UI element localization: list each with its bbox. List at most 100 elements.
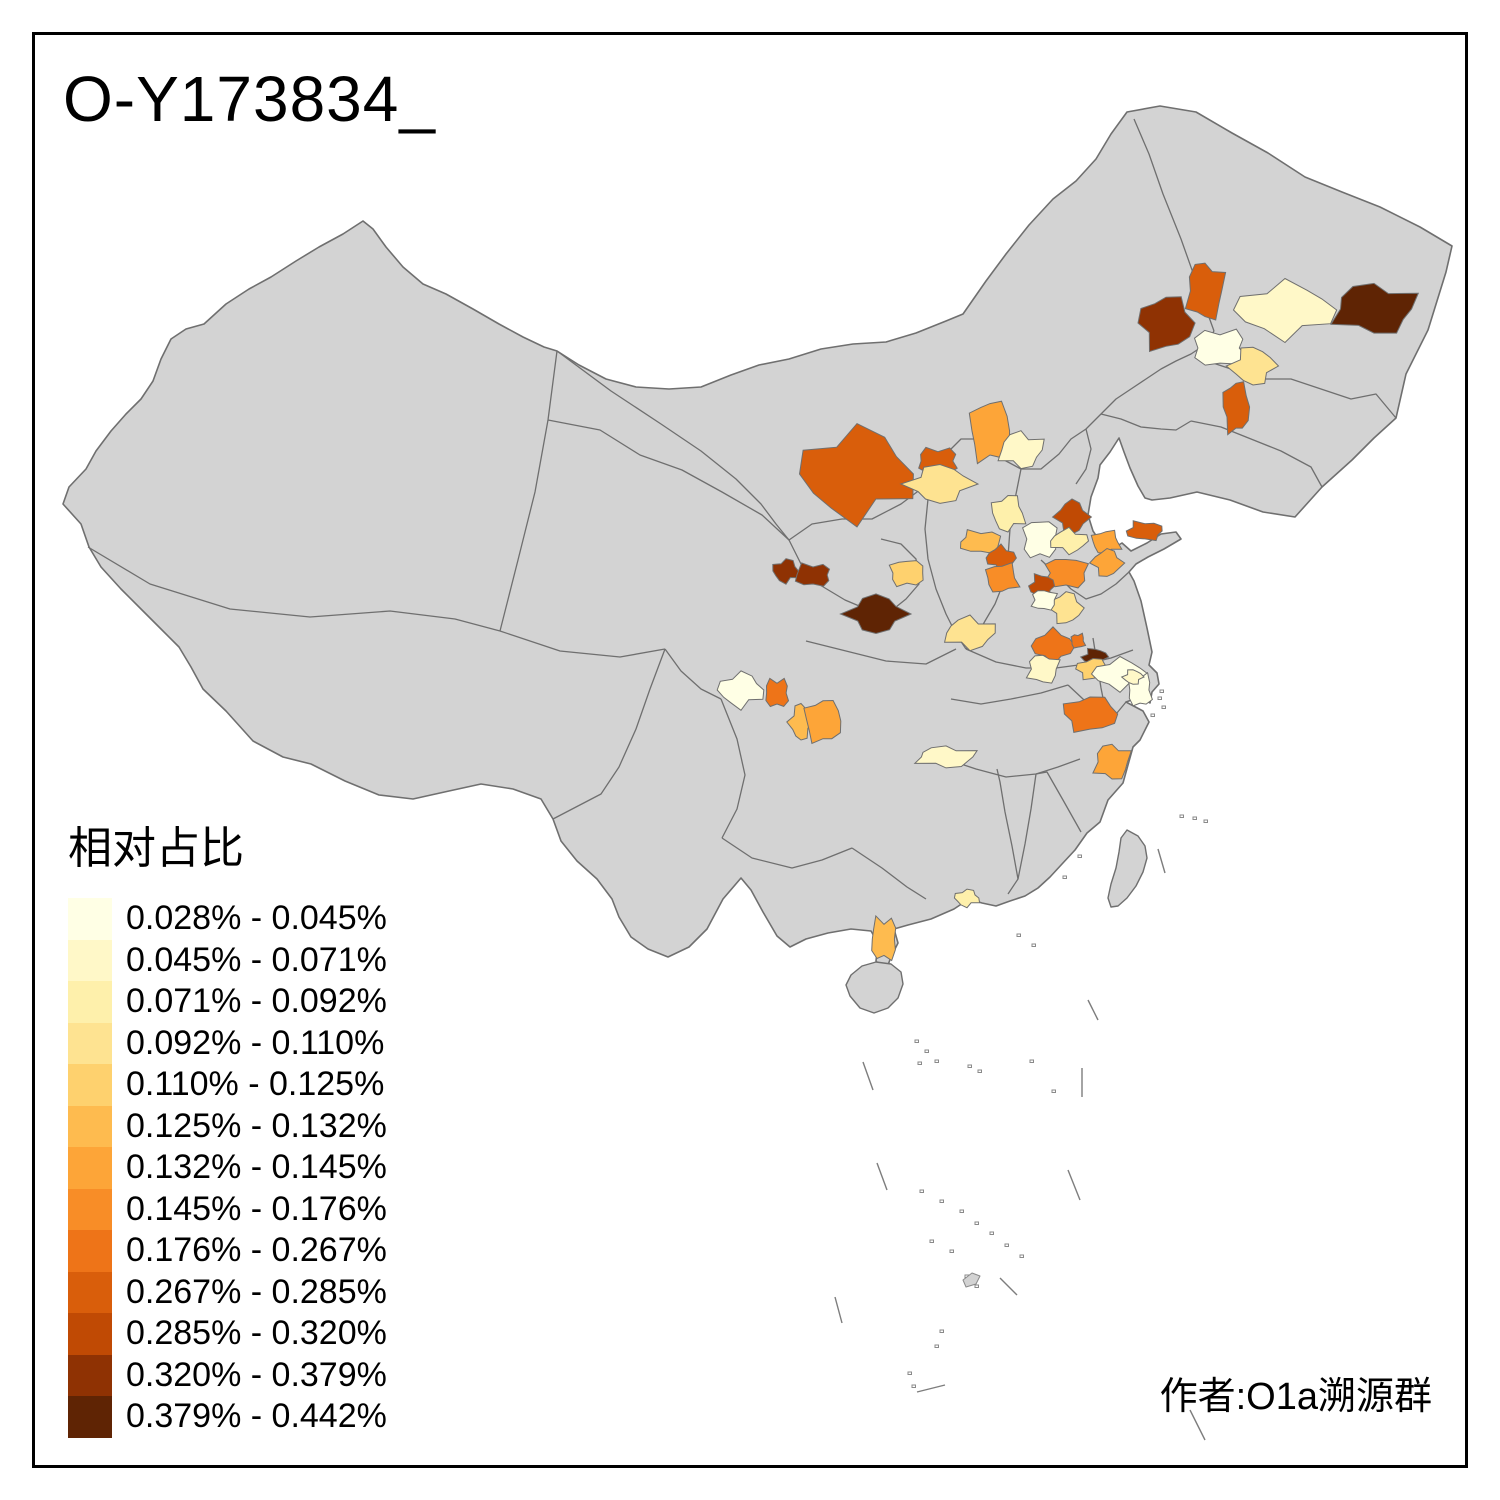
- sea-boundary-dash: [834, 1296, 843, 1324]
- legend-range-label: 0.092% - 0.110%: [126, 1023, 385, 1062]
- small-island: [914, 1039, 919, 1043]
- legend-color-swatch: [68, 1064, 112, 1106]
- province-boundary: [552, 648, 666, 820]
- province-boundary: [788, 330, 1215, 541]
- prefecture-region: [716, 670, 765, 712]
- prefecture-region: [1225, 346, 1280, 386]
- legend-range-label: 0.045% - 0.071%: [126, 940, 387, 979]
- small-island: [949, 1249, 954, 1253]
- legend-range-label: 0.110% - 0.125%: [126, 1065, 385, 1104]
- province-boundary: [499, 630, 666, 658]
- legend-row: 0.045% - 0.071%: [68, 939, 387, 981]
- province-boundary: [664, 648, 722, 700]
- prefecture-region: [839, 593, 913, 635]
- province-boundary: [556, 350, 790, 541]
- legend-range-label: 0.379% - 0.442%: [126, 1397, 387, 1436]
- prefecture-region: [772, 558, 801, 585]
- sea-boundary-dash: [1087, 999, 1099, 1021]
- small-island: [1031, 943, 1036, 947]
- small-island: [924, 1049, 929, 1053]
- small-island: [959, 1209, 964, 1213]
- page-title: O-Y173834_: [63, 63, 436, 135]
- legend-color-swatch: [68, 1354, 112, 1396]
- prefecture-region: [1070, 632, 1087, 649]
- prefecture-region: [1090, 529, 1123, 554]
- prefecture-region: [1222, 381, 1251, 436]
- prefecture-region: [1050, 526, 1090, 556]
- small-island: [1077, 854, 1082, 858]
- province-boundary: [1035, 771, 1082, 833]
- prefecture-region: [1030, 590, 1059, 611]
- legend-rows: 0.028% - 0.045% 0.045% - 0.071% 0.071% - 0…: [68, 898, 387, 1438]
- legend-color-swatch: [68, 939, 112, 981]
- legend-color-swatch: [68, 1147, 112, 1189]
- small-island: [1004, 1243, 1009, 1247]
- legend-title: 相对占比: [68, 824, 244, 873]
- sea-boundary-dash: [999, 1277, 1018, 1296]
- prefecture-region: [803, 699, 842, 745]
- legend-range-label: 0.320% - 0.379%: [126, 1355, 387, 1394]
- prefecture-region: [1137, 296, 1196, 353]
- legend-range-label: 0.145% - 0.176%: [126, 1189, 387, 1228]
- province-boundary: [87, 546, 501, 632]
- province-boundary: [1100, 413, 1192, 431]
- prefecture-region: [1125, 520, 1163, 542]
- small-island: [919, 1189, 924, 1193]
- legend-row: 0.092% - 0.110%: [68, 1022, 387, 1064]
- prefecture-region: [1184, 262, 1227, 321]
- small-island: [1051, 1089, 1056, 1093]
- small-island: [974, 1221, 979, 1225]
- prefecture-region: [1330, 282, 1420, 334]
- sea-boundary-dash: [1157, 848, 1166, 874]
- legend-range-label: 0.125% - 0.132%: [126, 1106, 387, 1145]
- small-island: [934, 1059, 939, 1063]
- province-boundary: [547, 419, 802, 565]
- small-island: [917, 1061, 922, 1065]
- prefecture-region: [1092, 743, 1132, 780]
- legend-range-label: 0.132% - 0.145%: [126, 1148, 387, 1187]
- legend-row: 0.125% - 0.132%: [68, 1105, 387, 1147]
- small-island: [934, 1344, 939, 1348]
- small-island: [989, 1231, 994, 1235]
- province-boundary: [805, 640, 957, 665]
- province-boundary: [945, 758, 1081, 778]
- prefecture-region: [1030, 626, 1076, 667]
- prefecture-region: [1025, 654, 1061, 684]
- small-island: [1029, 1059, 1034, 1063]
- small-island: [1019, 1254, 1024, 1258]
- small-island: [907, 1371, 912, 1375]
- legend-color-swatch: [68, 1022, 112, 1064]
- sea-boundary-dash: [1189, 1409, 1206, 1441]
- legend-row: 0.320% - 0.379%: [68, 1354, 387, 1396]
- province-boundary: [851, 847, 927, 900]
- legend-color-swatch: [68, 1396, 112, 1438]
- legend-row: 0.379% - 0.442%: [68, 1396, 387, 1438]
- legend-range-label: 0.071% - 0.092%: [126, 982, 387, 1021]
- prefecture-region: [1062, 696, 1119, 733]
- small-island: [977, 1069, 982, 1073]
- small-island: [1016, 933, 1021, 937]
- small-island: [1157, 696, 1162, 700]
- prefecture-region: [794, 562, 831, 587]
- legend-range-label: 0.267% - 0.285%: [126, 1272, 387, 1311]
- prefecture-region: [953, 888, 981, 909]
- map-legend: 相对占比 0.028% - 0.045% 0.045% - 0.071% 0.071…: [68, 812, 387, 1438]
- province-boundary: [1007, 773, 1037, 895]
- prefecture-region: [990, 494, 1027, 533]
- legend-row: 0.267% - 0.285%: [68, 1271, 387, 1313]
- sea-boundary-dash: [876, 1162, 888, 1191]
- small-island: [939, 1329, 944, 1333]
- legend-color-swatch: [68, 898, 112, 940]
- small-island: [939, 1199, 944, 1203]
- prefecture-region: [997, 430, 1045, 470]
- legend-color-swatch: [68, 1271, 112, 1313]
- legend-row: 0.132% - 0.145%: [68, 1147, 387, 1189]
- legend-row: 0.145% - 0.176%: [68, 1188, 387, 1230]
- prefecture-region: [943, 614, 996, 652]
- legend-color-swatch: [68, 1105, 112, 1147]
- prefecture-region: [984, 562, 1021, 593]
- small-island: [1161, 705, 1166, 709]
- legend-range-label: 0.176% - 0.267%: [126, 1231, 387, 1270]
- legend-row: 0.176% - 0.267%: [68, 1230, 387, 1272]
- province-boundary: [1190, 420, 1323, 488]
